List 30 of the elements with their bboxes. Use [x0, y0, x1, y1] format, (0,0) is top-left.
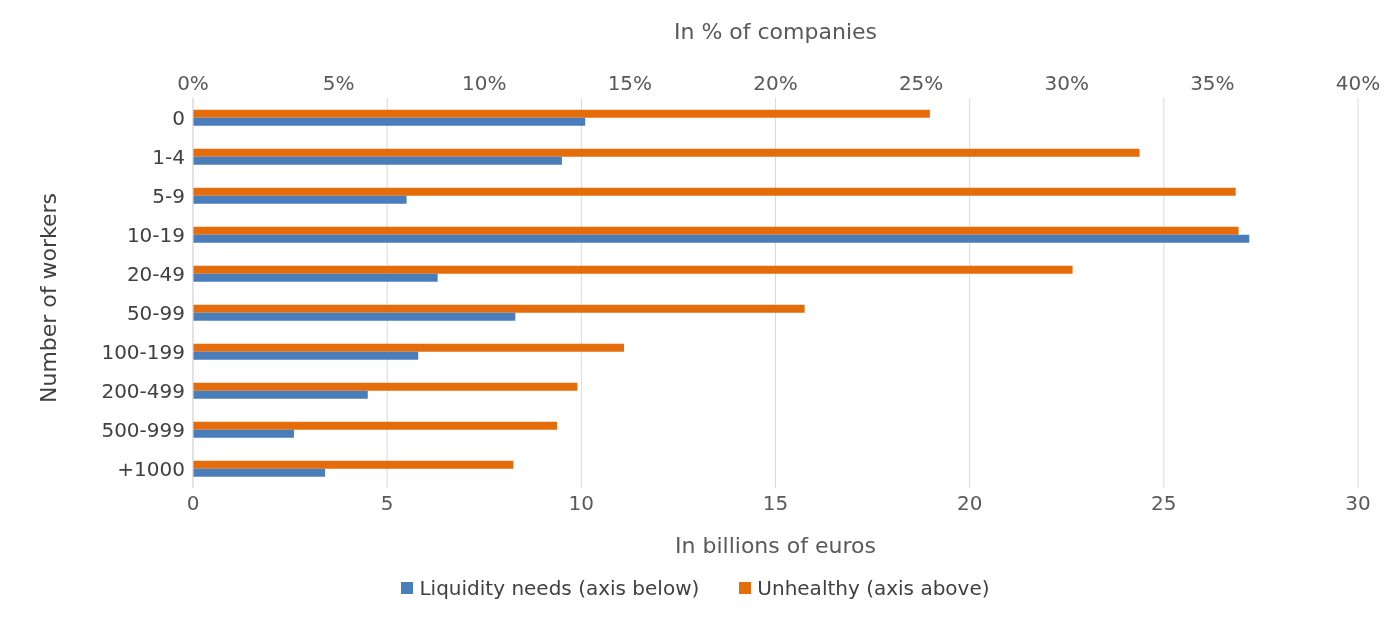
- x-tick-label: 15: [762, 491, 789, 516]
- x2-tick-label: 40%: [1335, 71, 1381, 95]
- y-tick-label: 500-999: [101, 417, 185, 442]
- x-tick-label: 5: [380, 491, 394, 516]
- y-tick-label: 20-49: [126, 261, 185, 286]
- x-tick-label: 25: [1151, 491, 1177, 516]
- x2-tick-label: 30%: [1044, 71, 1089, 95]
- y-tick-label: 200-499: [101, 378, 185, 403]
- y-axis-title: Number of workers: [35, 192, 61, 403]
- x-tick-label: 30: [1345, 491, 1371, 516]
- x2-tick-label: 15%: [607, 71, 653, 95]
- x-tick-label: 20: [956, 491, 983, 516]
- x2-tick-label: 25%: [898, 71, 944, 95]
- x2-tick-label: 20%: [753, 71, 798, 95]
- x2-tick-label: 5%: [322, 71, 355, 95]
- x2-axis-title: In % of companies: [673, 18, 878, 44]
- y-tick-label: 10-19: [126, 222, 185, 247]
- y-tick-label: +1000: [117, 456, 185, 481]
- y-tick-label: 100-199: [101, 339, 185, 364]
- y-tick-label: 1-4: [152, 144, 185, 169]
- legend-label: Liquidity needs (axis below): [419, 576, 700, 600]
- y-tick-label: 50-99: [126, 300, 185, 325]
- y-tick-label: 0: [172, 105, 185, 130]
- x2-tick-label: 35%: [1190, 71, 1235, 95]
- x-tick-label: 10: [568, 491, 595, 516]
- x2-tick-label: 0%: [177, 71, 209, 95]
- y-tick-label: 5-9: [152, 183, 185, 208]
- legend-label: Unhealthy (axis above): [757, 576, 990, 600]
- x-axis-title: In billions of euros: [675, 533, 876, 558]
- x2-tick-label: 10%: [462, 71, 507, 95]
